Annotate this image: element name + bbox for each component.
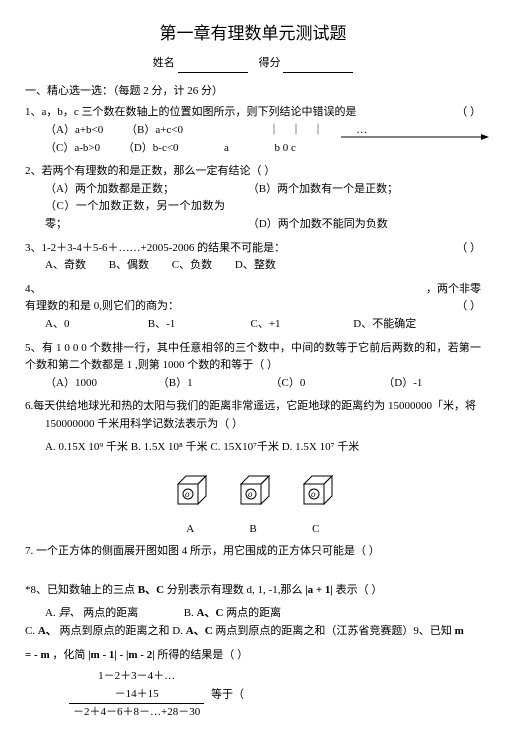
- q1-axis-a: a: [224, 142, 229, 154]
- q6-opt-b: B. 1.5X 10⁸ 千米: [131, 441, 208, 453]
- fraction: 1－2＋3－4＋… －14＋15 －2＋4－6＋8－…+28－30: [69, 668, 204, 722]
- q9-expr: |m - 1| - |m - 2|: [88, 649, 155, 661]
- q8-line3-bold2: A、C: [186, 625, 213, 637]
- q1-opt-c: （C）a-b>0: [45, 140, 100, 158]
- q4-stem-right: ，两个非零: [426, 281, 481, 299]
- question-7: 7. 一个正方体的侧面展开图如图 4 所示，用它围成的正方体只可能是（ ）: [25, 543, 481, 561]
- q5-opt-a: （A）1000: [45, 375, 135, 393]
- svg-text:o: o: [185, 489, 190, 499]
- question-8: *8、已知数轴上的三点 B、C 分别表示有理数 d, 1, -1,那么 |a +…: [25, 582, 481, 641]
- svg-text:o: o: [248, 489, 253, 499]
- exam-title: 第一章有理数单元测试题: [25, 20, 481, 47]
- q9-mid: ，化简: [52, 649, 85, 661]
- question-3: 3、1-2＋3-4＋5-6＋……+2005-2006 的结果不可能是： （ ） …: [25, 240, 481, 275]
- q8-line3-pre: C.: [25, 625, 35, 637]
- question-9: = - m ，化简 |m - 1| - |m - 2| 所得的结果是（ ） 1－…: [25, 647, 481, 722]
- q9-bold: m: [40, 649, 49, 661]
- section-1-heading: 一、精心选一选：（每题 2 分，计 26 分）: [25, 83, 481, 101]
- q3-opt-d: D、整数: [235, 257, 276, 275]
- q7-stem: 7. 一个正方体的侧面展开图如图 4 所示，用它围成的正方体只可能是（ ）: [25, 545, 380, 557]
- q8-prefix: *8、已知数轴上的三点: [25, 584, 135, 596]
- q8-expr: |a + 1|: [305, 584, 333, 596]
- q6-opt-a: A. 0.15X 10⁹ 千米: [45, 441, 128, 453]
- q8-opt-b-pre: B.: [184, 607, 194, 619]
- question-4: 4、 ，两个非零 有理数的和是 0,则它们的商为： （ ） A、0 B、-1 C…: [25, 281, 481, 334]
- q8-bold-bc: B、C: [138, 584, 164, 596]
- cube-b-icon: o: [233, 472, 273, 512]
- frac-num-1: 1－2＋3－4＋…: [98, 670, 175, 682]
- q4-opt-c: C、+1: [251, 316, 331, 334]
- number-line-arrow: [341, 133, 491, 141]
- q8-opt-a-mid: 异、: [58, 607, 80, 619]
- question-2: 2、若两个有理数的和是正数，那么一定有结论（ ） （A）两个加数都是正数； （B…: [25, 163, 481, 233]
- svg-text:o: o: [311, 489, 316, 499]
- question-5: 5、有 1 0 0 0 个数排一行，其中任意相邻的三个数中，中间的数等于它前后两…: [25, 340, 481, 393]
- name-label: 姓名: [153, 57, 175, 69]
- q2-opt-b: （B）两个加数有一个是正数；: [248, 181, 398, 199]
- q1-opt-b: （B）a+c<0: [126, 122, 183, 140]
- q8-line3-mid: 两点到原点的距离之和 D.: [60, 625, 183, 637]
- cube-a: o A: [170, 472, 210, 538]
- frac-num-2: －14＋15: [115, 688, 159, 700]
- q2-opt-c: （C）一个加数正数，另一个加数为零；: [45, 198, 225, 233]
- q3-opt-c: C、负数: [172, 257, 212, 275]
- q9-equals: 等于（: [211, 689, 244, 701]
- q8-mid: 分别表示有理数: [167, 584, 244, 596]
- q4-opt-d: D、不能确定: [353, 316, 416, 334]
- q5-opt-c: （C）0: [271, 375, 361, 393]
- q3-opt-a: A、奇数: [45, 257, 86, 275]
- q6-line2: 150000000 千米用科学记数法表示为（ ）: [25, 416, 481, 434]
- q9-pre: = -: [25, 649, 38, 661]
- q8-opt-a-pre: A.: [45, 607, 56, 619]
- score-label: 得分: [259, 57, 281, 69]
- cube-c-icon: o: [296, 472, 336, 512]
- header-row: 姓名 得分: [25, 55, 481, 73]
- q9-suf: 所得的结果是（ ）: [157, 649, 248, 661]
- question-1: 1、a，b，c 三个数在数轴上的位置如图所示，则下列结论中错误的是 （ ） （A…: [25, 104, 481, 157]
- q5-opt-b: （B）1: [158, 375, 248, 393]
- q8-vals: d, 1, -1,那么: [247, 584, 303, 596]
- q3-paren: （ ）: [456, 240, 481, 258]
- q6-opt-c: C. 15X10⁷千米: [210, 441, 279, 453]
- q2-opt-a: （A）两个加数都是正数；: [45, 181, 225, 199]
- q8-line3-bold3: m: [455, 625, 464, 637]
- cube-figures: o A o B o C: [25, 472, 481, 538]
- q4-opt-a: A、0: [45, 316, 125, 334]
- q4-opt-b: B、-1: [148, 316, 228, 334]
- q8-line3-suf: 两点到原点的距离之和（江苏省竞赛题）9、已知: [215, 625, 452, 637]
- q6-stem: 6.每天供给地球光和热的太阳与我们的距离非常遥远，它距地球的距离约为 15000…: [25, 398, 481, 416]
- q5-opt-d: （D）-1: [383, 375, 422, 393]
- cube-a-icon: o: [170, 472, 210, 512]
- q6-opt-d: D. 1.5X 10⁷ 千米: [282, 441, 359, 453]
- q2-stem: 2、若两个有理数的和是正数，那么一定有结论（ ）: [25, 163, 481, 181]
- q1-stem: 1、a，b，c 三个数在数轴上的位置如图所示，则下列结论中错误的是: [25, 106, 357, 118]
- cube-b-label: B: [233, 521, 273, 539]
- cube-c: o C: [296, 472, 336, 538]
- q8-opt-a-suf: 两点的距离: [83, 607, 138, 619]
- q4-paren: （ ）: [456, 298, 481, 316]
- score-blank: [283, 60, 353, 73]
- q8-opt-b-suf: 两点的距离: [226, 607, 281, 619]
- q5-stem: 5、有 1 0 0 0 个数排一行，其中任意相邻的三个数中，中间的数等于它前后两…: [25, 340, 481, 375]
- q8-opt-b-bold: A、C: [197, 607, 224, 619]
- q3-opt-b: B、偶数: [109, 257, 149, 275]
- cube-c-label: C: [296, 521, 336, 539]
- q1-opt-a: （A）a+b<0: [45, 122, 103, 140]
- cube-b: o B: [233, 472, 273, 538]
- q1-opt-d: （D）b-c<0: [123, 140, 179, 158]
- frac-den: －2＋4－6＋8－…+28－30: [69, 704, 204, 722]
- question-6: 6.每天供给地球光和热的太阳与我们的距离非常遥远，它距地球的距离约为 15000…: [25, 398, 481, 457]
- q1-paren: （ ）: [456, 104, 481, 122]
- q1-axis-b0c: b 0 c: [274, 142, 295, 154]
- q8-line3-bold1: A、: [38, 625, 57, 637]
- q4-stem-left: 4、: [25, 283, 42, 295]
- q3-stem: 3、1-2＋3-4＋5-6＋……+2005-2006 的结果不可能是：: [25, 242, 285, 254]
- q8-suffix: 表示（ ）: [336, 584, 383, 596]
- q1-axis-ticks: ｜ ｜ ｜: [269, 124, 324, 136]
- q2-opt-d: （D）两个加数不能同为负数: [248, 216, 388, 234]
- q4-line2: 有理数的和是 0,则它们的商为：: [25, 300, 179, 312]
- name-blank: [178, 60, 248, 73]
- cube-a-label: A: [170, 521, 210, 539]
